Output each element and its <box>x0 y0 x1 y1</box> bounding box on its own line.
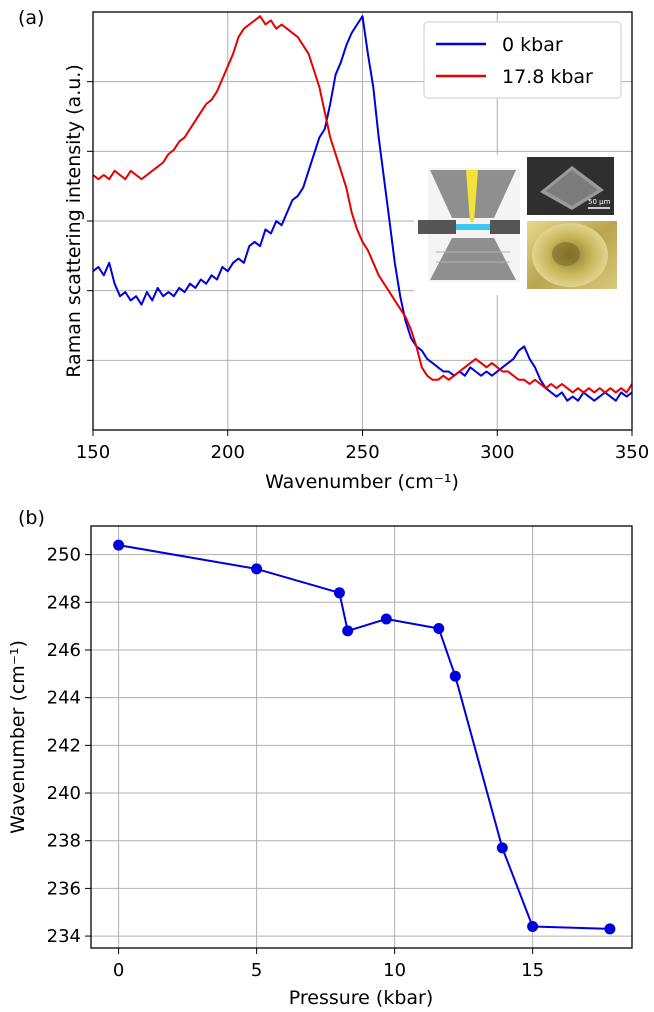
panel-b-ylabel: Wavenumber (cm⁻¹) <box>7 640 29 834</box>
panel-b-label: (b) <box>18 507 45 529</box>
sem-image: 50 µm <box>527 157 614 215</box>
data-point <box>113 539 125 551</box>
panel-b-ytick-label: 248 <box>47 592 81 613</box>
panel-b-frame <box>90 525 633 949</box>
legend-entry-0: 0 kbar <box>502 34 563 56</box>
series-line-0 <box>93 15 632 402</box>
panel-b-grid <box>91 526 632 948</box>
panel-a-xlabel: Wavenumber (cm⁻¹) <box>265 471 459 493</box>
panel-b-xtick-label: 5 <box>251 960 262 981</box>
panel-a-inset: 50 µm <box>414 155 634 295</box>
panel-a-chart: (a) 50 µm <box>18 7 649 493</box>
panel-b-xtick-label: 15 <box>521 960 544 981</box>
panel-b-ytick-label: 234 <box>47 926 81 947</box>
panel-b-chart: (b) 0 5 10 15 234 236 238 240 242 244 246 248 250 Pr… <box>7 507 633 1009</box>
panel-a-ylabel: Raman scattering intensity (a.u.) <box>63 64 85 377</box>
panel-b-ytick-label: 246 <box>47 640 81 661</box>
panel-b-ytick-label: 242 <box>47 735 81 756</box>
panel-b-ytick-label: 236 <box>47 878 81 899</box>
data-point <box>380 613 392 625</box>
svg-text:50 µm: 50 µm <box>588 198 611 206</box>
panel-a-xtick-label: 250 <box>345 442 379 463</box>
legend-box <box>423 21 622 99</box>
legend: 0 kbar 17.8 kbar <box>423 21 622 99</box>
panel-a-xtick-label: 200 <box>211 442 245 463</box>
panel-b-ytick-label: 240 <box>47 783 81 804</box>
series-line-1 <box>93 15 632 394</box>
data-point <box>527 921 539 932</box>
series-line-pressure <box>118 544 610 930</box>
legend-entry-1: 17.8 kbar <box>502 66 593 88</box>
panel-b-xtick-label: 10 <box>383 960 406 981</box>
panel-b-ytick-label: 238 <box>47 831 81 852</box>
data-point <box>333 587 345 599</box>
panel-a-xtick-label: 350 <box>615 442 649 463</box>
panel-b-ytick-label: 244 <box>47 688 81 709</box>
panel-a-xtick-label: 300 <box>480 442 514 463</box>
diamond-anvil-schematic <box>418 168 520 282</box>
panel-a-ticks: 150 200 250 300 350 <box>76 81 649 463</box>
panel-b-ytick-label: 250 <box>47 545 81 566</box>
data-point <box>342 625 354 637</box>
panel-b-xtick-label: 0 <box>113 960 124 981</box>
panel-a-label: (a) <box>18 7 44 29</box>
data-point <box>251 563 263 575</box>
data-point <box>449 670 461 682</box>
panel-a-xtick-label: 150 <box>76 442 110 463</box>
panel-b-xlabel: Pressure (kbar) <box>289 987 434 1009</box>
data-point <box>496 842 508 854</box>
optical-image <box>527 221 617 289</box>
panel-b-ticks: 0 5 10 15 234 236 238 240 242 244 246 248 250 <box>47 545 544 981</box>
data-point <box>604 923 616 935</box>
panel-a-series <box>93 15 632 402</box>
panel-b-series <box>113 539 616 935</box>
data-point <box>433 623 445 634</box>
